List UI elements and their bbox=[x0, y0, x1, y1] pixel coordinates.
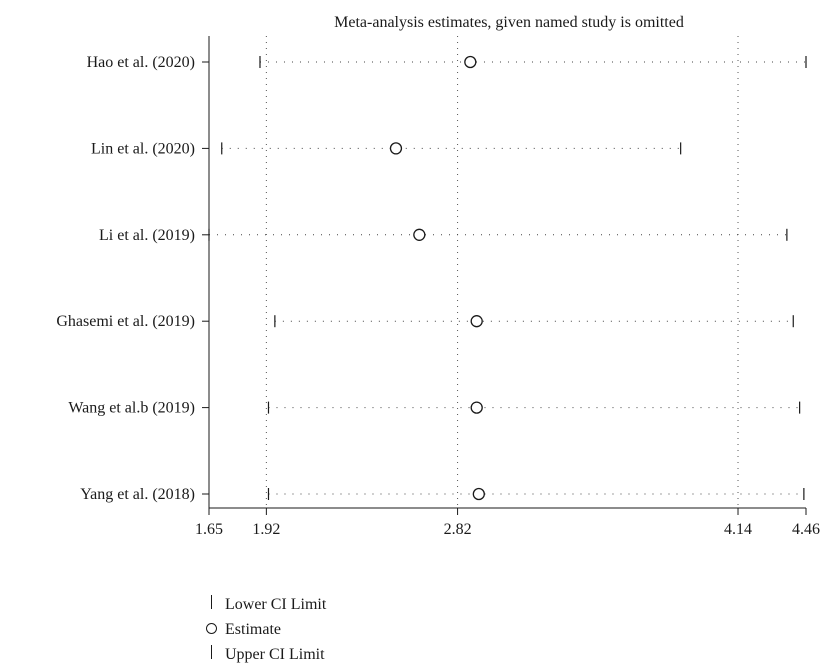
estimate-point bbox=[413, 228, 426, 241]
study-label: Hao et al. (2020) bbox=[87, 54, 195, 71]
reference-lines bbox=[265, 36, 739, 508]
x-tick-label-4: 4.46 bbox=[792, 521, 820, 538]
legend-label-upper: Upper CI Limit bbox=[225, 646, 325, 663]
study-row-1: Lin et al. (2020) bbox=[91, 140, 682, 157]
study-row-3: Ghasemi et al. (2019) bbox=[56, 313, 794, 330]
study-row-2: Li et al. (2019) bbox=[99, 227, 788, 244]
study-label: Ghasemi et al. (2019) bbox=[56, 313, 195, 330]
estimate-point bbox=[470, 315, 483, 328]
chart-title: Meta-analysis estimates, given named stu… bbox=[334, 14, 684, 31]
x-tick-label-0: 1.65 bbox=[195, 521, 223, 538]
x-axis-ticks: 1.65 1.92 2.82 4.14 4.46 bbox=[195, 508, 820, 538]
study-row-0: Hao et al. (2020) bbox=[87, 54, 807, 71]
legend-item-upper: Upper CI Limit bbox=[203, 642, 326, 667]
study-row-4: Wang et al.b (2019) bbox=[68, 400, 801, 417]
study-rows: Hao et al. (2020) Lin et al. (2020) Li et … bbox=[56, 54, 807, 503]
upper-limit-marker bbox=[203, 642, 219, 667]
study-label: Lin et al. (2020) bbox=[91, 140, 195, 157]
study-label: Li et al. (2019) bbox=[99, 227, 195, 244]
legend: Lower CI Limit Estimate Upper CI Limit bbox=[203, 592, 326, 667]
x-tick-label-3: 4.14 bbox=[724, 521, 752, 538]
x-tick-label-2: 2.82 bbox=[444, 521, 472, 538]
estimate-point bbox=[470, 401, 483, 414]
lower-limit-marker bbox=[203, 592, 219, 617]
legend-item-estimate: Estimate bbox=[203, 617, 326, 642]
estimate-point bbox=[464, 55, 477, 69]
legend-label-estimate: Estimate bbox=[225, 621, 281, 638]
estimate-point bbox=[389, 142, 403, 155]
estimate-point bbox=[472, 487, 485, 501]
study-label: Wang et al.b (2019) bbox=[68, 400, 195, 417]
legend-item-lower: Lower CI Limit bbox=[203, 592, 326, 617]
study-row-5: Yang et al. (2018) bbox=[80, 486, 805, 503]
legend-label-lower: Lower CI Limit bbox=[225, 596, 327, 613]
study-label: Yang et al. (2018) bbox=[80, 486, 195, 503]
forest-plot: Hao et al. (2020) Lin et al. (2020) Li et … bbox=[56, 36, 820, 538]
estimate-marker bbox=[203, 617, 219, 642]
plot-axes bbox=[208, 36, 806, 509]
x-tick-label-1: 1.92 bbox=[252, 521, 280, 538]
